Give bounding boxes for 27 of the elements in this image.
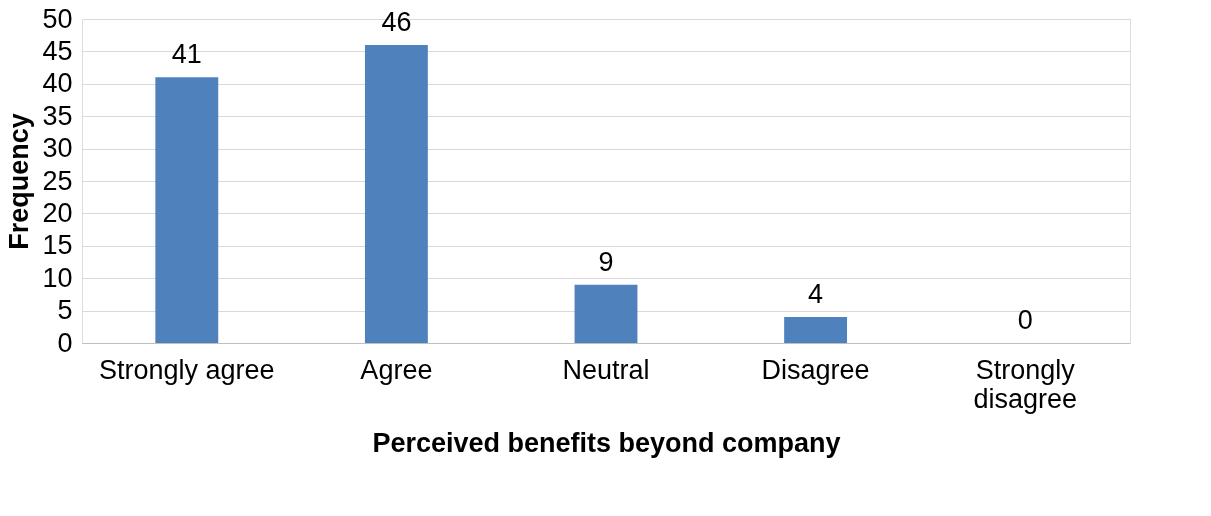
y-tick-label: 0: [57, 327, 73, 358]
y-tick-label: 40: [42, 68, 73, 99]
y-axis-title: Frequency: [4, 113, 35, 250]
x-tick-label: Strongly agree: [99, 354, 275, 385]
data-label: 41: [171, 39, 202, 70]
x-tick-label: Strongly disagree: [973, 354, 1077, 414]
data-label: 4: [808, 279, 824, 310]
y-tick-label: 30: [42, 133, 73, 164]
y-tick-label: 45: [42, 35, 73, 66]
data-label: 9: [598, 246, 614, 277]
y-tick-label: 10: [42, 262, 73, 293]
bar: [574, 284, 638, 343]
y-tick-label: 5: [57, 295, 73, 326]
data-label: 0: [1017, 305, 1033, 335]
x-tick-label: Agree: [360, 354, 433, 385]
bar: [155, 77, 219, 343]
x-tick-label: Disagree: [761, 354, 870, 385]
y-tick-label: 20: [42, 197, 73, 228]
y-tick-label: 35: [42, 100, 73, 131]
x-tick-label: Neutral: [562, 354, 650, 385]
x-axis-title: Perceived benefits beyond company: [372, 427, 841, 458]
data-label: 46: [381, 6, 412, 37]
bar: [784, 317, 848, 343]
y-tick-label: 25: [42, 165, 73, 196]
y-tick-label: 15: [42, 230, 73, 261]
y-tick-label: 50: [42, 3, 73, 34]
bar: [364, 44, 428, 343]
